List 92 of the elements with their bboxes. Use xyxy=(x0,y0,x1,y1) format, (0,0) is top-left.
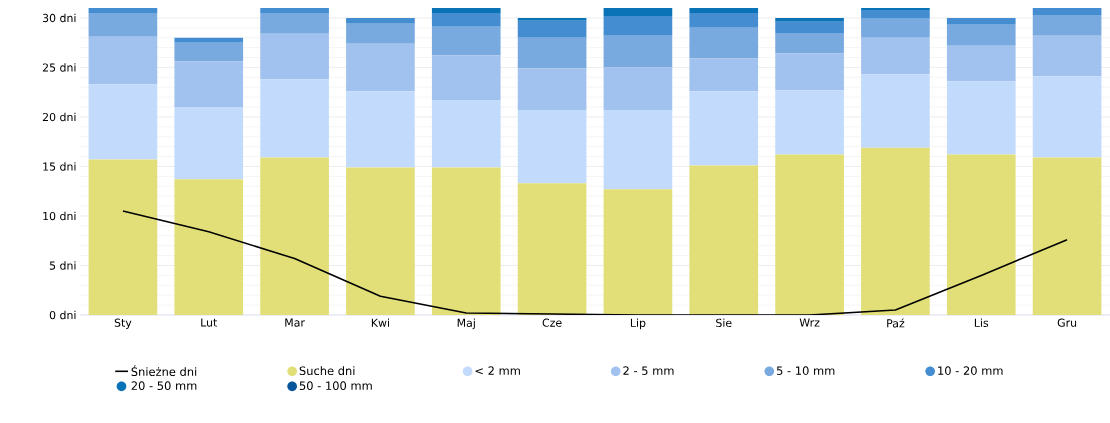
bar xyxy=(88,159,158,315)
x-tick-label: Lip xyxy=(630,318,646,330)
bar xyxy=(174,42,244,62)
bar xyxy=(346,167,415,315)
bar xyxy=(946,24,1016,46)
bar xyxy=(88,12,158,37)
bar xyxy=(861,17,930,38)
bar xyxy=(260,8,329,13)
bar xyxy=(775,21,844,34)
legend-label: 2 - 5 mm xyxy=(623,366,674,375)
x-tick-label: Lis xyxy=(974,318,989,327)
bar xyxy=(431,26,501,56)
legend-label: 10 - 20 mm xyxy=(938,366,1003,375)
bar xyxy=(689,58,759,92)
x-tick-label: Sty xyxy=(114,318,132,329)
y-tick-label: 15 dni xyxy=(43,162,76,171)
y-tick-label: 10 dni xyxy=(43,211,76,221)
bar xyxy=(174,37,244,43)
bar xyxy=(346,17,415,24)
legend-label: 5 - 10 mm xyxy=(776,366,835,375)
bar xyxy=(603,67,673,110)
bar xyxy=(689,12,759,28)
bar xyxy=(1032,157,1102,315)
bar xyxy=(517,37,587,69)
bar xyxy=(174,61,244,108)
bar xyxy=(260,12,329,34)
bar xyxy=(603,189,673,315)
bar xyxy=(775,17,844,22)
bar xyxy=(88,36,158,85)
x-tick-label: Maj xyxy=(457,318,475,330)
bar xyxy=(689,165,759,315)
bar xyxy=(517,110,587,184)
bar xyxy=(775,33,844,54)
bar xyxy=(689,91,759,166)
bar xyxy=(1032,14,1102,36)
bar xyxy=(431,12,501,27)
bar xyxy=(861,37,930,75)
bar xyxy=(88,8,158,13)
bar xyxy=(431,100,501,168)
bar xyxy=(1032,35,1102,77)
bar xyxy=(517,20,587,38)
bar xyxy=(517,17,587,21)
x-tick-label: Sie xyxy=(716,318,732,327)
bar xyxy=(260,157,329,315)
bar xyxy=(517,183,587,315)
bar xyxy=(431,55,501,101)
x-tick-label: Kwi xyxy=(371,318,389,327)
bar xyxy=(431,167,501,315)
bar xyxy=(689,27,759,59)
bar xyxy=(1032,76,1102,158)
bar xyxy=(946,154,1016,315)
bar xyxy=(775,53,844,91)
bar xyxy=(861,74,930,148)
bar xyxy=(346,43,415,92)
x-tick-label: Cze xyxy=(542,318,562,327)
legend-label: Suche dni xyxy=(299,366,355,376)
bar xyxy=(174,107,244,180)
bar xyxy=(260,33,329,80)
bar xyxy=(775,90,844,155)
y-tick-label: 20 dni xyxy=(42,112,76,122)
bar xyxy=(88,84,158,160)
x-tick-label: Mar xyxy=(285,318,305,327)
y-tick-label: 30 dni xyxy=(42,13,76,23)
x-tick-label: Paź xyxy=(887,318,905,328)
bar xyxy=(946,17,1016,25)
y-tick-label: 5 dni xyxy=(49,261,76,270)
legend-label: Śnieżne dni xyxy=(131,365,197,377)
x-tick-label: Lut xyxy=(201,318,218,327)
bar xyxy=(689,8,759,13)
bar xyxy=(946,81,1016,155)
bar xyxy=(946,45,1016,82)
bar xyxy=(861,147,930,315)
bar xyxy=(603,110,673,190)
legend-label: < 2 mm xyxy=(475,366,520,375)
x-tick-label: Wrz xyxy=(799,318,820,327)
y-tick-label: 0 dni xyxy=(49,310,76,320)
bar xyxy=(346,23,415,44)
bar xyxy=(603,35,673,68)
bar xyxy=(260,79,329,158)
x-tick-label: Gru xyxy=(1057,318,1077,327)
bar xyxy=(174,179,244,315)
bar xyxy=(603,15,673,36)
bar xyxy=(517,68,587,110)
legend-label: 20 - 50 mm xyxy=(131,381,197,390)
bar xyxy=(775,154,844,315)
y-tick-label: 25 dni xyxy=(42,63,76,72)
bar xyxy=(346,91,415,168)
bar xyxy=(603,8,673,16)
bar xyxy=(1032,8,1102,15)
bar xyxy=(861,9,930,18)
legend-label: 50 - 100 mm xyxy=(299,381,372,390)
bar xyxy=(431,8,501,13)
